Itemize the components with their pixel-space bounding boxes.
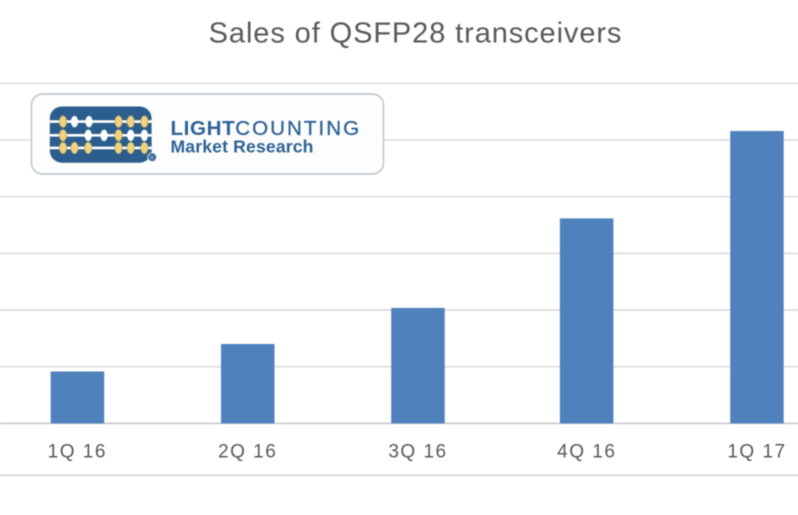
- svg-text:LIGHTCOUNTING: LIGHTCOUNTING: [171, 117, 362, 140]
- svg-text:1Q 16: 1Q 16: [48, 442, 107, 463]
- svg-text:Sales of QSFP28 transceivers: Sales of QSFP28 transceivers: [209, 18, 623, 50]
- svg-text:Market Research: Market Research: [171, 136, 314, 156]
- svg-text:R: R: [150, 155, 154, 161]
- svg-text:1Q 17: 1Q 17: [727, 442, 786, 463]
- svg-text:3Q 16: 3Q 16: [388, 442, 447, 463]
- svg-text:4Q 16: 4Q 16: [557, 442, 616, 463]
- svg-text:2Q 16: 2Q 16: [218, 442, 277, 463]
